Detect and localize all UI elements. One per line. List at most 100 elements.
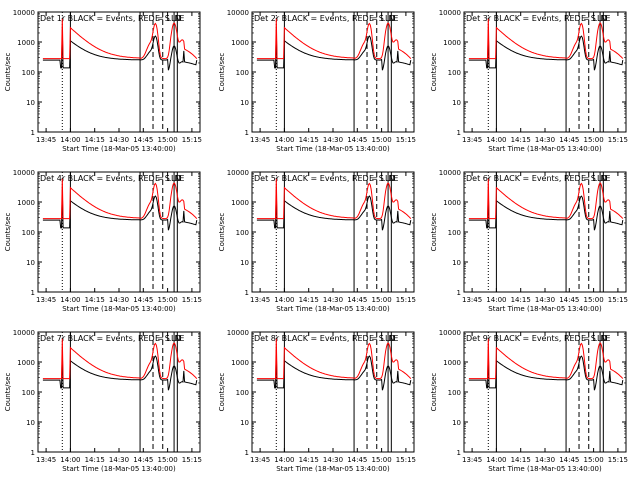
y-tick-label: 10000 (13, 329, 35, 337)
y-tick-label: 10000 (439, 329, 461, 337)
y-tick-label: 1 (457, 449, 461, 457)
y-tick-label: 100 (236, 389, 249, 397)
series-lld-red (468, 18, 624, 60)
y-tick-label: 1 (31, 129, 35, 137)
y-tick-label: 1000 (443, 359, 461, 367)
x-tick-label: 14:45 (559, 296, 579, 304)
x-tick-label: 14:30 (535, 136, 555, 144)
y-tick-label: 100 (448, 229, 461, 237)
panel-7: Det 7r BLACK = Events, RED = LLD 1 10 100 10… (4, 329, 202, 473)
y-tick-label: 1000 (17, 359, 35, 367)
x-tick-label: 13:45 (36, 136, 56, 144)
x-tick-label: 14:00 (486, 456, 506, 464)
x-tick-label: 15:15 (608, 296, 628, 304)
series-lld-red (256, 338, 412, 380)
x-tick-label: 15:00 (372, 136, 392, 144)
series-events-black (468, 190, 624, 231)
y-tick-label: 1 (457, 289, 461, 297)
y-tick-label: 10 (452, 99, 461, 107)
series-events-black (42, 30, 198, 71)
series-lld-red (256, 18, 412, 60)
event-marker-label: E (155, 174, 160, 183)
event-marker-label: N (600, 14, 606, 23)
y-tick-label: 10000 (439, 169, 461, 177)
event-marker-label: E (369, 334, 374, 343)
event-marker-label: E (393, 14, 398, 23)
x-tick-label: 13:45 (250, 136, 270, 144)
x-tick-label: 14:45 (559, 136, 579, 144)
x-axis-label: Start Time (18-Mar-05 13:40:00) (62, 465, 176, 473)
series-events-black (468, 30, 624, 71)
y-tick-label: 10000 (13, 9, 35, 17)
y-tick-label: 100 (448, 69, 461, 77)
y-axis-label: Counts/sec (218, 53, 226, 92)
x-tick-label: 15:00 (372, 456, 392, 464)
x-tick-label: 14:30 (535, 456, 555, 464)
panel-title: Det 8r BLACK = Events, RED = LLD (254, 334, 396, 343)
event-marker-label: S (591, 334, 596, 343)
x-tick-label: 14:15 (85, 136, 105, 144)
event-marker-label: E (369, 174, 374, 183)
panel-title: Det 7r BLACK = Events, RED = LLD (40, 334, 182, 343)
event-marker-label: S (379, 14, 384, 23)
x-tick-label: 13:45 (250, 296, 270, 304)
x-tick-label: 14:30 (535, 296, 555, 304)
x-tick-label: 15:00 (372, 296, 392, 304)
y-tick-label: 10 (452, 259, 461, 267)
series-events-black (256, 190, 412, 231)
x-tick-label: 13:45 (250, 456, 270, 464)
y-tick-label: 1000 (17, 199, 35, 207)
series-events-black (42, 350, 198, 391)
event-marker-label: E (179, 14, 184, 23)
y-tick-label: 1000 (231, 39, 249, 47)
x-tick-label: 15:15 (608, 136, 628, 144)
event-marker-label: E (393, 174, 398, 183)
y-tick-label: 100 (22, 229, 35, 237)
panel-8: Det 8r BLACK = Events, RED = LLD 1 10 100 10… (218, 329, 416, 473)
y-tick-label: 10 (240, 259, 249, 267)
panel-3: Det 3r BLACK = Events, RED = LLD 1 10 100 10… (430, 9, 628, 153)
event-marker-label: E (393, 334, 398, 343)
x-tick-label: 14:45 (347, 136, 367, 144)
x-tick-label: 14:45 (133, 136, 153, 144)
y-tick-label: 10000 (227, 169, 249, 177)
y-tick-label: 10000 (13, 169, 35, 177)
y-tick-label: 100 (236, 229, 249, 237)
x-tick-label: 15:00 (584, 296, 604, 304)
x-tick-label: 14:00 (486, 136, 506, 144)
y-tick-label: 10 (26, 259, 35, 267)
x-tick-label: 14:00 (60, 456, 80, 464)
x-tick-label: 14:15 (299, 296, 319, 304)
event-marker-label: E (179, 174, 184, 183)
y-tick-label: 1 (245, 289, 249, 297)
x-tick-label: 15:15 (608, 456, 628, 464)
event-marker-label: N (174, 334, 180, 343)
x-tick-label: 14:30 (323, 456, 343, 464)
event-marker-label: E (581, 334, 586, 343)
panel-title: Det 5r BLACK = Events, RED = LLD (254, 174, 396, 183)
y-tick-label: 100 (448, 389, 461, 397)
y-tick-label: 10000 (227, 329, 249, 337)
y-tick-label: 10 (240, 99, 249, 107)
panel-title: Det 1r BLACK = Events, RED = LLD (40, 14, 182, 23)
y-tick-label: 1000 (231, 199, 249, 207)
y-tick-label: 1 (31, 449, 35, 457)
event-marker-label: N (388, 14, 394, 23)
y-tick-label: 10 (26, 419, 35, 427)
panel-4: Det 4r BLACK = Events, RED = LLD 1 10 100 10… (4, 169, 202, 313)
x-tick-label: 14:15 (511, 456, 531, 464)
x-tick-label: 14:30 (109, 456, 129, 464)
event-marker-label: E (369, 14, 374, 23)
y-tick-label: 1000 (443, 199, 461, 207)
y-axis-label: Counts/sec (4, 373, 12, 412)
x-tick-label: 14:00 (274, 456, 294, 464)
x-axis-label: Start Time (18-Mar-05 13:40:00) (276, 305, 390, 313)
y-axis-label: Counts/sec (218, 213, 226, 252)
event-marker-label: E (155, 14, 160, 23)
event-marker-label: N (388, 174, 394, 183)
event-marker-label: E (605, 14, 610, 23)
event-marker-label: N (600, 174, 606, 183)
panel-1: Det 1r BLACK = Events, RED = LLD 1 10 100 10… (4, 9, 202, 153)
x-tick-label: 15:00 (584, 456, 604, 464)
